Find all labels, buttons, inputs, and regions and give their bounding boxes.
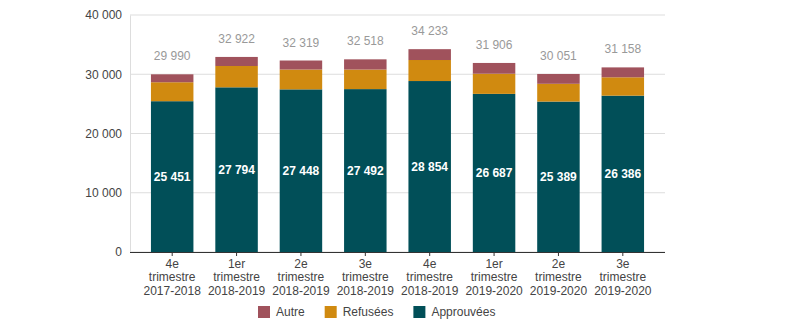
x-tick-mark [172, 252, 173, 256]
total-label: 31 906 [476, 38, 513, 52]
x-tick-mark [494, 252, 495, 256]
y-tick-label: 0 [115, 245, 122, 259]
x-tick-label: 4etrimestre2018-2019 [401, 257, 459, 299]
x-tick-label: 2etrimestre2018-2019 [272, 257, 330, 299]
bar-segment [537, 84, 579, 102]
total-label: 32 518 [347, 34, 384, 48]
y-tick-label: 30 000 [85, 68, 122, 82]
bar-segment [408, 49, 450, 60]
x-tick-label: 1ertrimestre2019-2020 [465, 257, 523, 299]
y-axis-line [130, 16, 131, 253]
total-label: 31 158 [604, 42, 641, 56]
bar-segment [537, 74, 579, 84]
bar-segment [344, 89, 386, 252]
x-tick: 3etrimestre2019-2020 [594, 252, 652, 298]
legend-swatch [413, 306, 425, 318]
bar-segment [280, 70, 322, 90]
x-tick: 4etrimestre2018-2019 [401, 252, 459, 298]
y-tick-label: 20 000 [85, 127, 122, 141]
x-axis-line [130, 252, 665, 253]
legend-swatch [325, 306, 337, 318]
x-tick-label: 4etrimestre2017-2018 [143, 257, 201, 299]
y-tick: 30 000 [85, 68, 130, 82]
bar-segment [215, 57, 257, 66]
x-tick-mark [236, 252, 237, 256]
legend-label: Refusées [343, 305, 394, 319]
x-tick-label: 1ertrimestre2018-2019 [208, 257, 266, 299]
data-labels: 25 451 29 990 27 794 32 922 27 448 32 319 27 4… [154, 24, 642, 184]
grid-line [130, 15, 665, 16]
bar-segment [602, 77, 644, 95]
bar-segment [408, 81, 450, 252]
bar-segment [344, 70, 386, 90]
x-tick: 4etrimestre2017-2018 [143, 252, 201, 298]
data-label: 27 492 [347, 164, 384, 178]
y-tick: 0 [115, 245, 130, 259]
grid-line [130, 74, 665, 75]
legend-label: Approuvées [431, 305, 495, 319]
bar-segment [215, 87, 257, 252]
bar-segment [151, 74, 193, 82]
total-label: 34 233 [411, 24, 448, 38]
data-label: 26 386 [604, 167, 641, 181]
bar-segment [602, 67, 644, 77]
y-tick: 10 000 [85, 186, 130, 200]
bar-segment [280, 61, 322, 70]
total-label: 32 922 [218, 32, 255, 46]
data-label: 26 687 [476, 166, 513, 180]
y-tick-label: 10 000 [85, 186, 122, 200]
x-tick: 2etrimestre2018-2019 [272, 252, 330, 298]
chart: 0 10 000 20 000 30 000 40 000 25 451 29 990 27 … [0, 0, 790, 333]
x-tick-mark [365, 252, 366, 256]
total-label: 30 051 [540, 49, 577, 63]
bar-segment [473, 63, 515, 74]
bar-segment [473, 94, 515, 252]
total-label: 29 990 [154, 49, 191, 63]
x-tick: 2etrimestre2019-2020 [530, 252, 588, 298]
x-tick-label: 2etrimestre2019-2020 [530, 257, 588, 299]
legend-label: Autre [276, 305, 305, 319]
x-tick-mark [429, 252, 430, 256]
bar-segment [344, 59, 386, 69]
x-tick: 1ertrimestre2019-2020 [465, 252, 523, 298]
y-tick: 40 000 [85, 8, 130, 22]
bar-segment [602, 96, 644, 252]
bar-segment [537, 102, 579, 252]
grid-line [130, 192, 665, 193]
x-tick-mark [558, 252, 559, 256]
x-axis: 4etrimestre2017-20181ertrimestre2018-201… [130, 252, 665, 298]
bar-segment [408, 60, 450, 81]
data-label: 25 389 [540, 170, 577, 184]
legend-swatch [258, 306, 270, 318]
grid [130, 15, 665, 252]
bar-segment [151, 101, 193, 252]
bar-segment [280, 89, 322, 252]
bar-segment [215, 66, 257, 87]
y-tick: 20 000 [85, 127, 130, 141]
bars [151, 49, 644, 252]
x-tick: 1ertrimestre2018-2019 [208, 252, 266, 298]
x-tick-label: 3etrimestre2019-2020 [594, 257, 652, 299]
x-tick-mark [300, 252, 301, 256]
x-tick-mark [622, 252, 623, 256]
x-tick-label: 3etrimestre2018-2019 [337, 257, 395, 299]
total-label: 32 319 [283, 36, 320, 50]
data-label: 28 854 [411, 160, 448, 174]
y-axis: 0 10 000 20 000 30 000 40 000 [85, 8, 130, 259]
x-tick: 3etrimestre2018-2019 [337, 252, 395, 298]
grid-line [130, 252, 665, 253]
bar-segment [473, 74, 515, 94]
y-tick-label: 40 000 [85, 8, 122, 22]
grid-line [130, 133, 665, 134]
data-label: 25 451 [154, 170, 191, 184]
bar-segment [151, 82, 193, 101]
legend: Autre Refusées Approuvées [258, 305, 495, 319]
data-label: 27 794 [218, 163, 255, 177]
data-label: 27 448 [283, 164, 320, 178]
